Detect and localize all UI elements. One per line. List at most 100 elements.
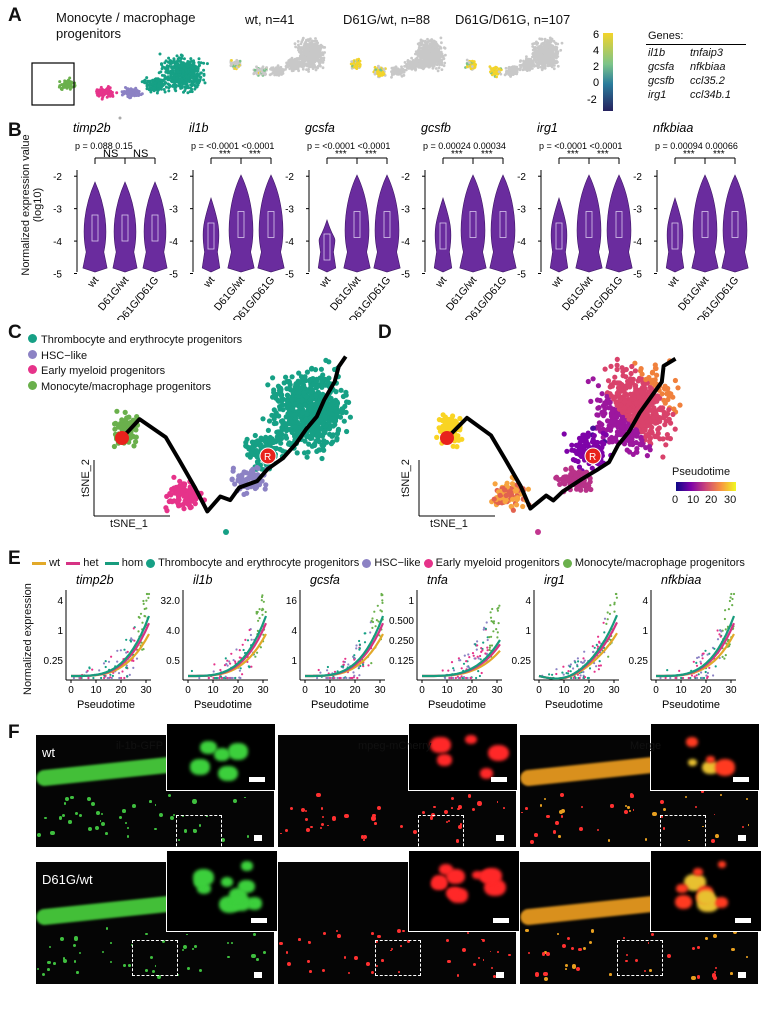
violin	[605, 174, 633, 273]
tsne-cell	[229, 62, 233, 65]
tsne-cell	[163, 61, 167, 65]
sig-mark: NS	[103, 148, 118, 160]
tsne-cell	[169, 62, 172, 66]
tsne-cell	[323, 357, 329, 363]
tsne-cell	[297, 403, 303, 409]
tsne-cell	[307, 70, 310, 73]
tsne-cell	[513, 66, 517, 69]
tsne-cell	[320, 53, 323, 57]
tsne-cell	[164, 508, 170, 514]
y-tick-label: -3	[285, 205, 294, 216]
tsne-cell	[304, 454, 310, 460]
violin-gene-title: gcsfb	[421, 121, 451, 135]
tsne-cell	[265, 382, 271, 388]
colorbar-tick: -2	[587, 94, 597, 106]
tsne-cell	[155, 78, 159, 82]
tsne-cell	[180, 78, 184, 81]
tsne-cell	[350, 60, 354, 63]
tsne-cell	[176, 503, 182, 509]
tsne-cell	[309, 37, 312, 41]
tsne-cell	[223, 529, 229, 535]
overview-title: Monocyte / macrophage progenitors	[56, 10, 196, 41]
tsne-cell	[543, 37, 547, 41]
tsne-cell	[442, 64, 446, 68]
tsne-cell	[162, 88, 166, 91]
tsne-cell	[156, 84, 160, 88]
tsne-cell	[316, 47, 319, 50]
tsne-cell	[164, 70, 168, 74]
tsne-cell	[303, 44, 307, 48]
tsne-cell	[534, 48, 537, 52]
tsne-cell	[261, 65, 265, 69]
sig-mark: ***	[597, 149, 609, 160]
y-tick-label: -3	[53, 205, 62, 216]
tsne-cell	[314, 68, 318, 72]
tsne-cell	[134, 88, 138, 92]
y-tick-label: -2	[53, 172, 62, 183]
tsne-cell	[433, 54, 437, 57]
tsne-cell	[547, 49, 551, 53]
violin-gene-title: il1b	[189, 121, 209, 135]
tsne-cell	[271, 407, 277, 413]
tsne-cell	[296, 67, 300, 71]
tsne-cell	[159, 82, 163, 86]
tsne-cell	[167, 89, 171, 93]
tsne-cell	[183, 81, 187, 85]
tsne-cell	[412, 60, 416, 63]
tsne-cell	[317, 432, 323, 438]
group-label-het: D61G/wt, n=88	[343, 12, 431, 27]
boxplot	[731, 211, 739, 238]
violin	[112, 181, 138, 273]
tsne-cell	[407, 65, 411, 68]
p-values: p = <0.0001 <0.0001	[307, 141, 390, 151]
tsne-cell	[301, 67, 305, 71]
tsne-cell	[549, 51, 553, 55]
tsne-cell	[538, 47, 542, 51]
tsne-cell	[173, 86, 177, 90]
sig-mark: ***	[481, 149, 493, 160]
tsne-cell	[299, 375, 305, 381]
tsne-cell	[465, 65, 469, 69]
tsne-cell	[437, 66, 441, 70]
tsne-cell	[164, 85, 168, 89]
tsne-cell	[185, 64, 189, 68]
tsne-cell	[309, 41, 313, 44]
tsne-cell	[435, 59, 439, 62]
tsne-cell	[391, 66, 395, 70]
tsne-cell	[186, 79, 190, 83]
category-label: wt	[85, 274, 102, 291]
tsne-cell	[560, 41, 564, 45]
y-tick-label: -5	[633, 270, 642, 281]
tsne-cell	[438, 51, 442, 54]
tsne-cell	[183, 85, 187, 89]
tsne-cell	[198, 75, 202, 79]
tsne-cell	[286, 65, 290, 69]
tsne-cell	[504, 66, 508, 70]
tsne-cell	[419, 39, 423, 43]
sig-mark: ***	[451, 149, 463, 160]
tsne-cell	[304, 369, 310, 375]
tsne-cell	[319, 378, 325, 384]
tsne-cell	[161, 65, 165, 69]
tsne-cell	[171, 72, 175, 76]
c-legend: Thrombocyte and erythrocyte progenitors …	[28, 333, 242, 395]
tsne-cell	[538, 54, 541, 57]
tsne-cell	[379, 68, 382, 72]
tsne-cell	[314, 37, 317, 40]
tsne-cell	[380, 74, 384, 77]
tsne-cell	[268, 73, 272, 77]
tsne-cell	[145, 87, 149, 91]
tsne-cell	[301, 390, 307, 396]
tsne-cell	[313, 401, 319, 407]
tsne-cell	[312, 442, 318, 448]
tsne-cell	[518, 60, 522, 63]
genes-list: il1b tnfaip3 gcsfa nfkbiaa gcsfb ccl35.2 ir…	[648, 47, 731, 101]
tsne-cell	[189, 64, 193, 68]
violin	[459, 174, 487, 273]
tsne-cell	[197, 61, 201, 64]
y-tick-label: -4	[633, 237, 642, 248]
tsne-cell	[544, 60, 548, 63]
tsne-cell	[517, 67, 520, 71]
tsne-cell	[358, 65, 362, 68]
tsne-cell	[328, 406, 334, 412]
